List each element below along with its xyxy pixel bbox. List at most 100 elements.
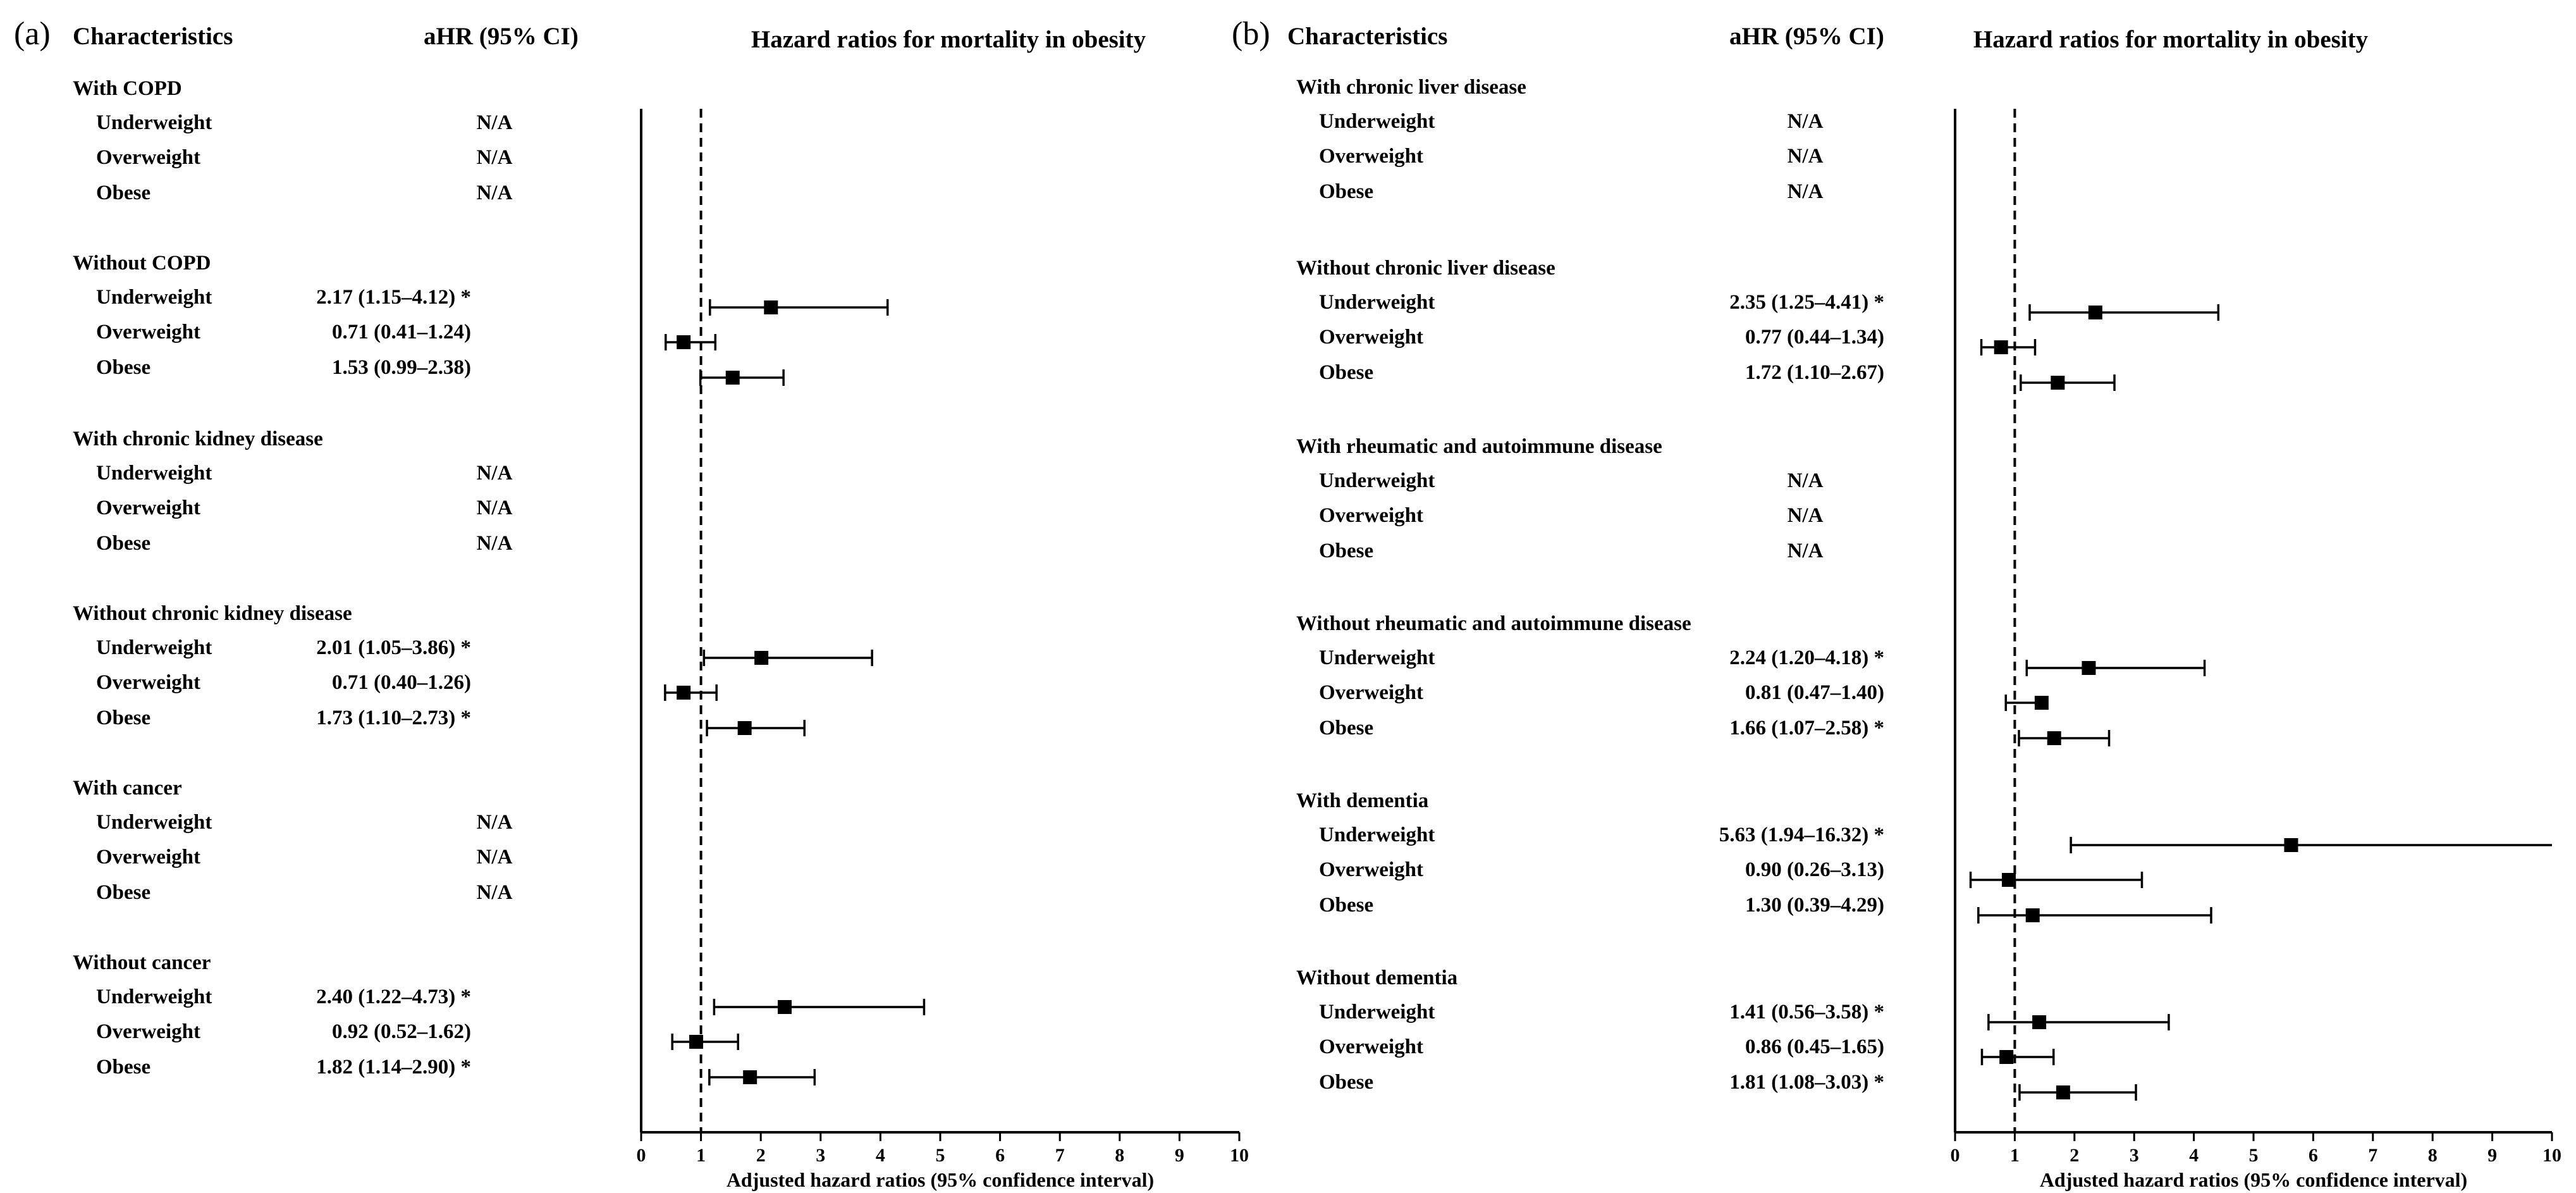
- x-tick-label: 3: [2130, 1145, 2139, 1166]
- row-label: Obese: [96, 532, 150, 555]
- row-label: Underweight: [1319, 469, 1435, 492]
- ahr-value: 2.17 (1.15–4.12) *: [316, 286, 471, 309]
- row-label: Underweight: [96, 462, 212, 485]
- ahr-value: N/A: [477, 497, 513, 519]
- row-label: Overweight: [1319, 681, 1423, 704]
- hr-point-marker: [677, 686, 691, 700]
- row-label: Underweight: [96, 811, 212, 834]
- row-label: Overweight: [96, 321, 200, 343]
- row-label: Overweight: [96, 1020, 200, 1043]
- row-label: Underweight: [1319, 646, 1435, 669]
- x-tick-label: 4: [2189, 1145, 2199, 1166]
- ahr-value: 1.41 (0.56–3.58) *: [1729, 1001, 1884, 1023]
- x-tick-label: 10: [1230, 1145, 1249, 1166]
- row-label: Underweight: [96, 986, 212, 1008]
- row-label: Overweight: [96, 497, 200, 519]
- row-label: Overweight: [96, 846, 200, 868]
- ahr-value: N/A: [477, 881, 513, 904]
- group-label: Without cancer: [73, 951, 211, 974]
- ahr-value: 1.66 (1.07–2.58) *: [1729, 717, 1884, 739]
- ahr-value: 1.81 (1.08–3.03) *: [1729, 1071, 1884, 1094]
- ahr-value: 0.77 (0.44–1.34): [1745, 326, 1884, 349]
- hr-point-marker: [2284, 838, 2298, 852]
- x-tick-label: 9: [2487, 1145, 2497, 1166]
- ahr-value: N/A: [477, 111, 513, 134]
- ahr-value: 1.72 (1.10–2.67): [1745, 361, 1884, 384]
- forest-panel-a: (a) Characteristics aHR (95% CI) Hazard rat…: [14, 16, 1249, 1191]
- ahr-value: 0.71 (0.41–1.24): [332, 321, 471, 343]
- panel-letter: (b): [1232, 16, 1270, 52]
- hr-point-marker: [2032, 1015, 2047, 1029]
- hr-point-marker: [764, 300, 778, 314]
- x-tick-label: 1: [2010, 1145, 2020, 1166]
- x-tick-label: 8: [1115, 1145, 1124, 1166]
- row-label: Underweight: [96, 286, 212, 309]
- ahr-value: N/A: [477, 146, 513, 169]
- hr-point-marker: [778, 1000, 792, 1014]
- group-label: With chronic liver disease: [1296, 76, 1526, 99]
- hr-point-marker: [2088, 306, 2102, 319]
- ahr-value: 2.40 (1.22–4.73) *: [316, 986, 471, 1008]
- row-label: Obese: [96, 1056, 150, 1079]
- group-label: Without dementia: [1296, 967, 1457, 989]
- hr-point-marker: [754, 651, 769, 665]
- ahr-value: 1.53 (0.99–2.38): [332, 356, 471, 379]
- hr-point-marker: [2082, 661, 2096, 675]
- hr-point-marker: [743, 1070, 757, 1084]
- group-label: Without chronic liver disease: [1296, 257, 1555, 280]
- row-label: Obese: [1319, 717, 1373, 739]
- row-label: Obese: [96, 707, 150, 729]
- x-tick-label: 10: [2542, 1145, 2561, 1166]
- panel-letter: (a): [14, 16, 51, 52]
- x-tick-label: 5: [936, 1145, 945, 1166]
- ahr-value: 0.86 (0.45–1.65): [1745, 1035, 1884, 1058]
- hr-point-marker: [737, 721, 752, 735]
- ahr-value: N/A: [1788, 540, 1824, 562]
- hr-point-marker: [725, 371, 740, 385]
- hr-point-marker: [2047, 731, 2061, 745]
- group-label: Without rheumatic and autoimmune disease: [1296, 612, 1691, 635]
- ahr-value: 2.35 (1.25–4.41) *: [1729, 291, 1884, 314]
- x-tick-label: 0: [637, 1145, 646, 1166]
- x-tick-label: 7: [2368, 1145, 2377, 1166]
- row-label: Overweight: [96, 146, 200, 169]
- ahr-value: N/A: [477, 462, 513, 485]
- hr-point-marker: [2034, 696, 2049, 710]
- x-tick-label: 7: [1055, 1145, 1065, 1166]
- x-tick-label: 6: [995, 1145, 1005, 1166]
- ahr-value: N/A: [477, 811, 513, 834]
- hr-point-marker: [689, 1035, 704, 1049]
- plot-title: Hazard ratios for mortality in obesity: [1973, 26, 2369, 53]
- x-tick-label: 2: [756, 1145, 766, 1166]
- group-label: With cancer: [73, 777, 182, 800]
- group-label: With rheumatic and autoimmune disease: [1296, 435, 1662, 458]
- row-label: Underweight: [1319, 824, 1435, 846]
- ahr-value: N/A: [1788, 504, 1824, 527]
- hr-point-marker: [2025, 908, 2040, 922]
- ahr-value: 2.24 (1.20–4.18) *: [1729, 646, 1884, 669]
- hr-point-marker: [2001, 873, 2016, 887]
- group-label: Without COPD: [73, 252, 211, 275]
- ahr-value: 2.01 (1.05–3.86) *: [316, 636, 471, 659]
- group-label: Without chronic kidney disease: [73, 602, 352, 625]
- row-label: Underweight: [1319, 291, 1435, 314]
- ahr-value: N/A: [1788, 469, 1824, 492]
- row-label: Obese: [1319, 894, 1373, 917]
- ahr-value: 1.82 (1.14–2.90) *: [316, 1056, 471, 1079]
- plot-title: Hazard ratios for mortality in obesity: [751, 26, 1146, 53]
- x-tick-label: 0: [1951, 1145, 1960, 1166]
- group-label: With COPD: [73, 77, 182, 100]
- row-label: Obese: [96, 881, 150, 904]
- header-characteristics: Characteristics: [1287, 23, 1447, 50]
- header-characteristics: Characteristics: [73, 23, 233, 50]
- row-label: Overweight: [96, 671, 200, 694]
- row-label: Underweight: [1319, 1001, 1435, 1023]
- x-tick-label: 4: [876, 1145, 885, 1166]
- x-axis-label: Adjusted hazard ratios (95% confidence i…: [2040, 1168, 2467, 1191]
- row-label: Overweight: [1319, 326, 1423, 349]
- ahr-value: N/A: [477, 532, 513, 555]
- ahr-value: N/A: [1788, 110, 1824, 133]
- row-label: Overweight: [1319, 145, 1423, 168]
- group-label: With chronic kidney disease: [73, 428, 323, 450]
